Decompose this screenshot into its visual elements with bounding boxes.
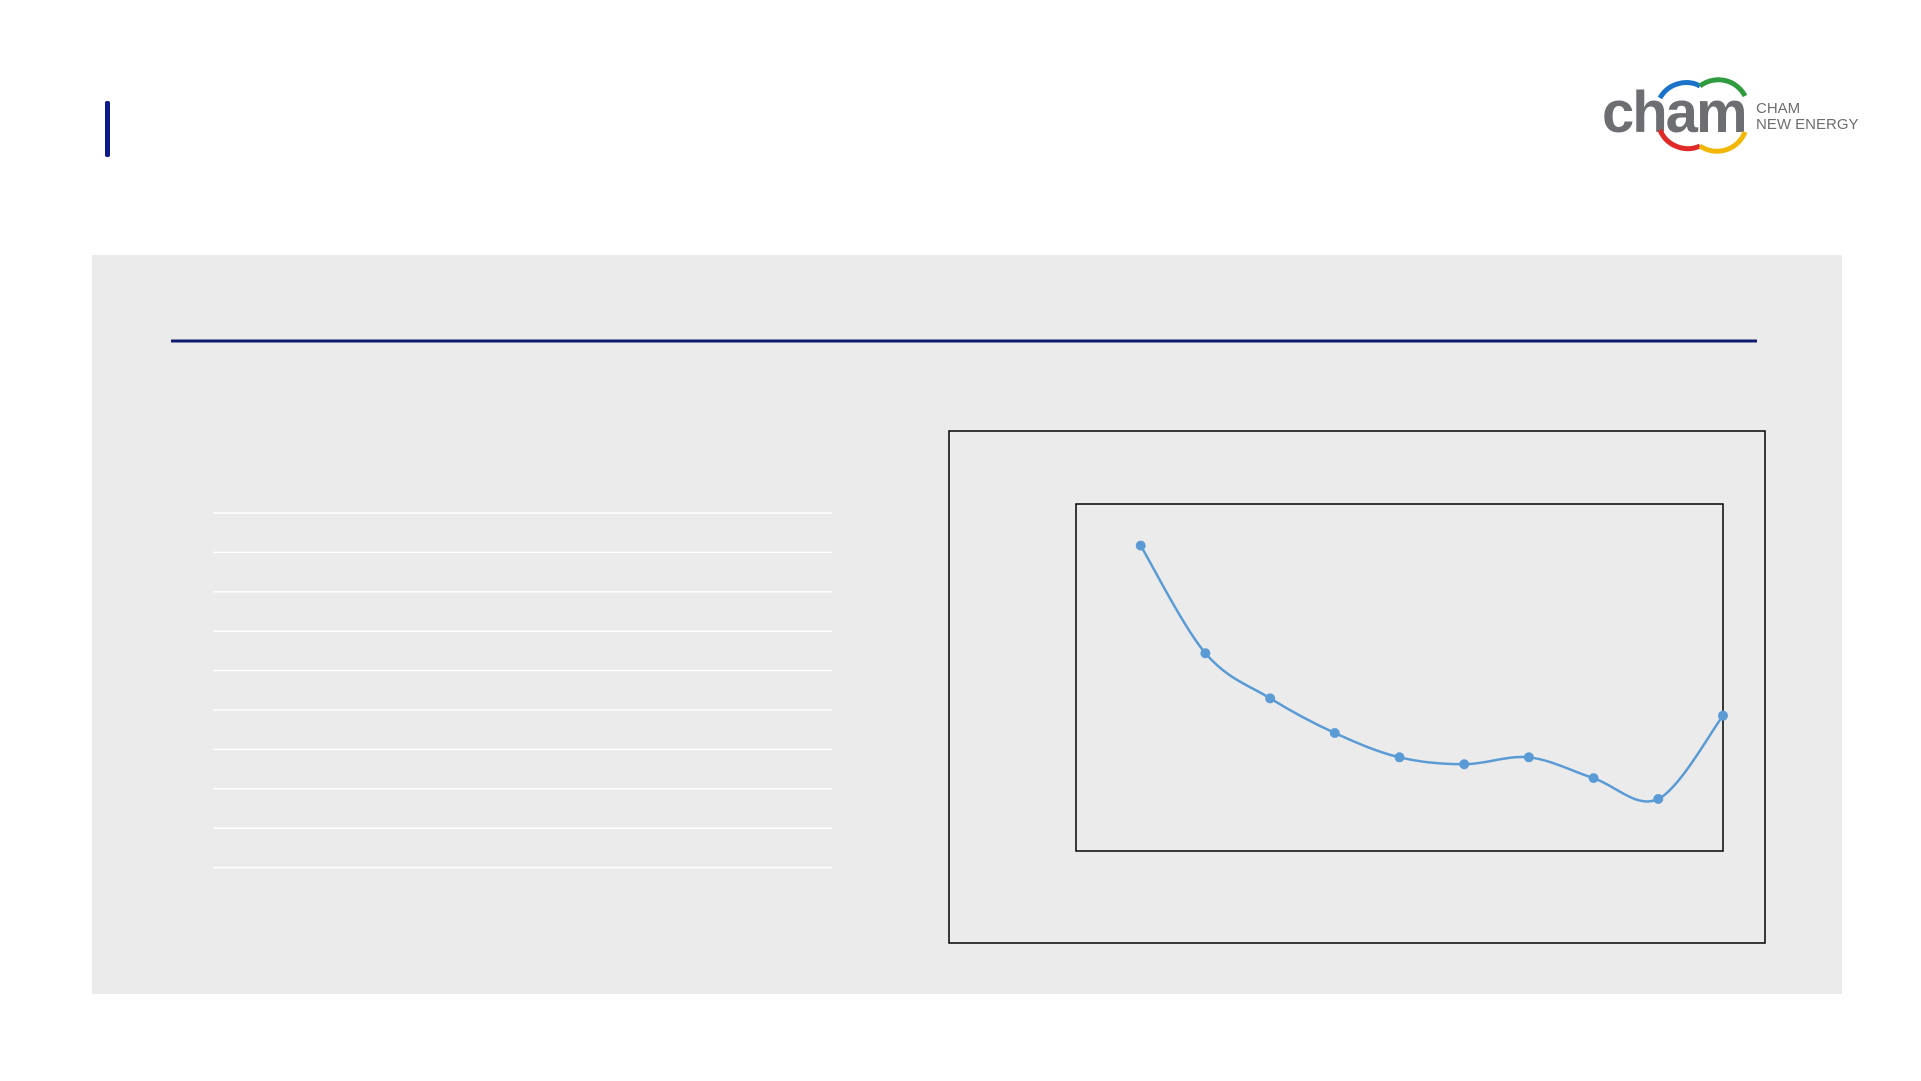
data-point bbox=[1523, 752, 1534, 763]
data-point bbox=[1718, 710, 1728, 721]
data-point bbox=[1265, 693, 1276, 704]
data-point bbox=[1329, 728, 1340, 739]
series-line bbox=[1139, 544, 1724, 803]
logo-arc bbox=[1698, 130, 1748, 154]
table-rows bbox=[213, 512, 832, 869]
data-point bbox=[1459, 759, 1470, 770]
data-point bbox=[1653, 793, 1664, 804]
data-point bbox=[1394, 752, 1405, 763]
content-panel bbox=[92, 255, 1842, 994]
plot-area bbox=[1075, 503, 1724, 852]
data-point bbox=[1588, 773, 1599, 784]
logo-arc bbox=[1657, 80, 1702, 100]
data-point bbox=[1200, 648, 1211, 659]
logo-arc bbox=[1657, 128, 1702, 152]
chart-frame bbox=[948, 430, 1766, 944]
logo-text: NEW ENERGY bbox=[1756, 116, 1859, 133]
data-point bbox=[1135, 540, 1146, 551]
logo: cham CHAM NEW ENERGY bbox=[1602, 77, 1859, 154]
logo-arc bbox=[1698, 77, 1748, 98]
logo-mark: cham bbox=[1602, 80, 1746, 145]
logo-text: CHAM bbox=[1756, 100, 1800, 117]
title-accent bbox=[105, 101, 110, 157]
plot bbox=[1135, 540, 1728, 804]
